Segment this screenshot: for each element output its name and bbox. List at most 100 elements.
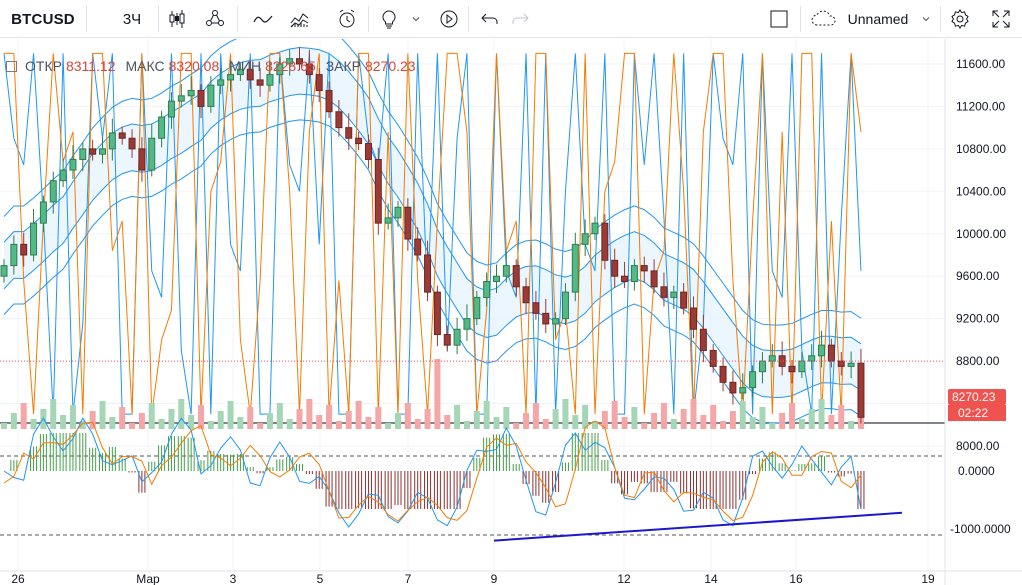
price-tick-label: 10800.00	[956, 142, 1006, 156]
candle-body	[236, 68, 244, 76]
collapse-legend-icon[interactable]	[6, 60, 17, 72]
compare-icon[interactable]	[199, 0, 231, 38]
candle-body	[158, 116, 166, 139]
line-tool-icon[interactable]	[247, 0, 279, 38]
volume-bar	[769, 423, 776, 429]
volume-bar	[572, 415, 579, 429]
time-tick-label: 3	[230, 572, 237, 585]
candle-body	[453, 328, 461, 346]
price-badge-value: 8270.23	[952, 390, 996, 404]
expand-icon[interactable]	[985, 0, 1017, 38]
divider	[468, 6, 469, 32]
top-toolbar: BTCUSD 3Ч Unnamed	[0, 0, 1022, 38]
chevron-down-icon[interactable]	[408, 0, 424, 38]
candle-body	[709, 349, 717, 367]
divider	[368, 6, 369, 32]
candle-body	[89, 148, 97, 155]
volume-bar	[562, 399, 569, 429]
interval-button[interactable]: 3Ч	[112, 0, 152, 38]
indicators-icon[interactable]	[284, 0, 316, 38]
ohlc-legend: ОТКР 8311.12 МАКС 8320.08 МИН 8228.65 ЗА…	[6, 58, 416, 74]
volume-bar	[335, 421, 342, 429]
fullscreen-square-icon[interactable]	[763, 0, 795, 38]
bulb-icon[interactable]	[373, 0, 405, 38]
time-tick-label: 19	[921, 572, 935, 585]
candle-body	[758, 360, 766, 373]
candle-body	[197, 90, 205, 107]
candle-body	[778, 355, 786, 367]
chart-area[interactable]: 11600.00 11200.00 10800.00 10400.00 10000.00…	[0, 39, 1022, 585]
candles-icon[interactable]	[161, 0, 193, 38]
volume-bar	[434, 359, 441, 429]
volume-bar	[749, 417, 756, 429]
candle-body	[148, 137, 156, 171]
volume-bar	[523, 413, 530, 429]
volume-bar	[207, 421, 214, 429]
chevron-down-icon[interactable]	[918, 0, 934, 38]
candle-body	[296, 58, 303, 65]
volume-bar	[680, 409, 687, 429]
candle-body	[493, 275, 500, 283]
replay-icon[interactable]	[433, 0, 465, 38]
volume-bar	[542, 419, 549, 429]
volume-bar	[513, 423, 520, 429]
candle-body	[256, 79, 264, 86]
volume-bar	[759, 407, 766, 429]
layout-name-button[interactable]: Unnamed	[843, 0, 913, 38]
candle-body	[364, 143, 372, 160]
volume-bar	[69, 405, 76, 429]
volume-bar	[247, 407, 254, 429]
candle-body	[640, 265, 648, 272]
candle-body	[630, 265, 638, 283]
volume-bar	[257, 423, 264, 429]
volume-bar	[375, 407, 382, 429]
candle-body	[670, 291, 678, 298]
volume-bar	[739, 401, 746, 429]
volume-bar	[99, 401, 106, 429]
alert-icon[interactable]	[331, 0, 363, 38]
candle-body	[473, 296, 481, 320]
volume-bar	[237, 417, 244, 429]
volume-bar	[365, 417, 372, 429]
cloud-icon[interactable]	[806, 0, 842, 38]
volume-bar	[503, 407, 510, 429]
volume-bar	[345, 411, 352, 429]
candle-body	[502, 265, 510, 277]
candle-body	[305, 63, 313, 76]
candle-body	[512, 265, 520, 288]
settings-icon[interactable]	[944, 0, 976, 38]
candle-body	[49, 180, 57, 203]
candle-body	[729, 381, 737, 394]
volume-bar	[789, 403, 795, 429]
candle-body	[542, 312, 550, 325]
volume-bar	[631, 407, 638, 429]
volume-bar	[198, 405, 204, 429]
candle-body	[443, 334, 451, 346]
candle-body	[315, 74, 323, 92]
volume-bar	[444, 415, 451, 429]
candle-body	[532, 302, 540, 314]
symbol-button[interactable]: BTCUSD	[10, 0, 76, 38]
price-tick-label: 11600.00	[956, 57, 1005, 71]
candle-body	[276, 63, 284, 76]
volume-bar	[660, 403, 667, 429]
candle-body	[552, 318, 560, 325]
time-tick-label: 5	[317, 572, 324, 585]
volume-bar	[10, 413, 17, 429]
volume-bar	[720, 421, 727, 429]
candle-body	[345, 127, 353, 139]
redo-icon[interactable]	[504, 0, 536, 38]
symbol-label: BTCUSD	[11, 10, 75, 28]
candle-body	[384, 217, 392, 224]
band-upper-line	[3, 46, 862, 352]
candle-body	[798, 360, 806, 373]
volume-bar	[89, 411, 96, 429]
oscillator-k-line	[3, 417, 862, 528]
volume-bar	[552, 409, 559, 429]
undo-icon[interactable]	[474, 0, 506, 38]
price-axis-bg	[945, 39, 1022, 585]
volume-bar	[710, 405, 717, 429]
candle-body	[680, 291, 688, 309]
candle-body	[660, 286, 668, 298]
volume-bar	[424, 409, 431, 429]
